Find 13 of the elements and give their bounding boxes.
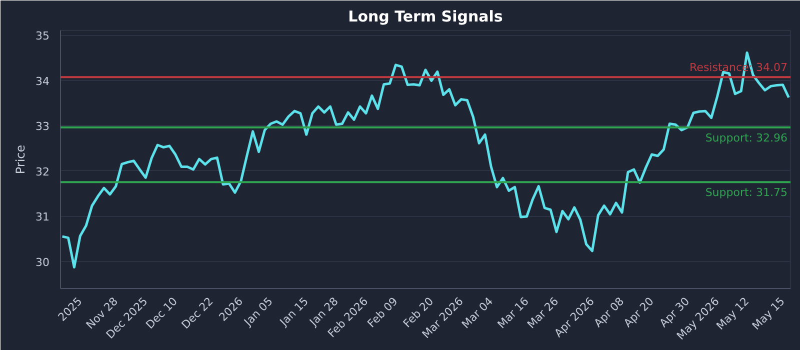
y-tick-label: 33 <box>36 120 50 134</box>
x-tick-label: Jan 05 <box>241 294 276 330</box>
ref-line-label: Support: 32.96 <box>705 131 788 144</box>
y-tick-label: 35 <box>36 30 50 43</box>
ref-line-label: Support: 31.75 <box>705 186 788 200</box>
x-tick-label: Dec 22 <box>179 294 216 332</box>
y-tick-label: 34 <box>36 74 50 88</box>
y-tick-label: 31 <box>36 210 50 224</box>
line-series <box>61 51 790 268</box>
chart-title: Long Term Signals <box>348 8 503 26</box>
y-axis-title: Price <box>14 144 28 174</box>
y-tick-label: 32 <box>36 165 50 178</box>
y-tick-label: 30 <box>36 256 50 269</box>
